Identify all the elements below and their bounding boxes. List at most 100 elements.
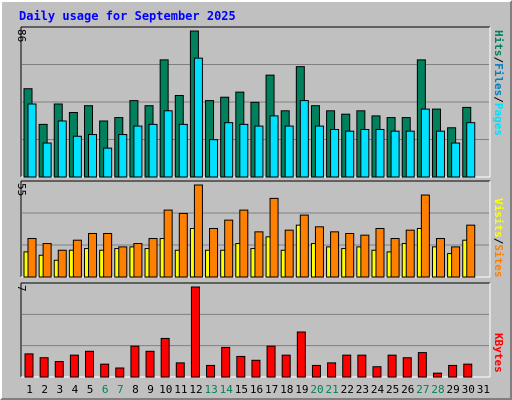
bar-sites-day-25 [390, 238, 400, 278]
bar-kbytes-day-10 [160, 337, 170, 378]
bar-kbytes-day-23 [357, 354, 367, 378]
bar-pages-day-10 [163, 110, 173, 178]
x-tick-label: 27 [416, 383, 429, 396]
bar-kbytes-day-26 [402, 357, 412, 378]
bar-kbytes-day-8 [130, 345, 140, 378]
bar-kbytes-day-3 [54, 361, 64, 378]
bar-kbytes-day-29 [448, 364, 458, 378]
bar-kbytes-day-17 [266, 345, 276, 378]
bar-kbytes-day-5 [85, 350, 95, 378]
x-tick-label: 7 [117, 383, 124, 396]
bar-kbytes-day-25 [387, 354, 397, 378]
x-tick-label: 10 [159, 383, 172, 396]
bar-sites-day-9 [148, 238, 158, 278]
legend-entry: Visits [492, 198, 505, 238]
bar-sites-day-30 [466, 224, 476, 278]
bar-sites-day-13 [209, 227, 219, 278]
chart-panels: 86 55 7 [15, 26, 491, 378]
legend-entry: KBytes [492, 333, 505, 373]
bar-pages-day-25 [390, 130, 400, 178]
bar-sites-day-16 [254, 231, 264, 278]
bar-sites-day-24 [375, 227, 385, 278]
x-tick-label: 2 [41, 383, 48, 396]
bar-pages-day-13 [209, 139, 219, 178]
x-tick-label: 5 [87, 383, 94, 396]
x-tick-label: 9 [147, 383, 154, 396]
bar-pages-day-2 [42, 142, 52, 178]
x-tick-label: 26 [401, 383, 414, 396]
bar-sites-day-11 [178, 212, 188, 278]
bar-sites-day-26 [405, 229, 415, 278]
bar-sites-day-1 [27, 238, 37, 278]
x-tick-label: 19 [295, 383, 308, 396]
legend-visits-sites: Visits/Sites [492, 198, 505, 278]
bar-kbytes-day-4 [69, 354, 79, 378]
bar-pages-day-15 [239, 123, 249, 178]
legend-entry: / [492, 238, 505, 245]
bar-pages-day-20 [314, 125, 324, 178]
bar-sites-day-7 [118, 246, 128, 278]
bar-sites-day-12 [193, 184, 203, 278]
x-tick-label: 22 [341, 383, 354, 396]
legend-entry: / [492, 57, 505, 64]
bar-pages-day-17 [269, 115, 279, 178]
x-tick-label: 16 [250, 383, 263, 396]
x-tick-label: 18 [280, 383, 293, 396]
bar-kbytes-day-11 [175, 362, 185, 378]
x-tick-label: 25 [386, 383, 399, 396]
x-tick-label: 6 [102, 383, 109, 396]
x-tick-label: 1 [26, 383, 33, 396]
bar-pages-day-9 [148, 123, 158, 178]
panel-max-label: 55 [15, 183, 28, 196]
legend-entry: / [492, 96, 505, 103]
bar-kbytes-day-22 [342, 354, 352, 378]
bar-kbytes-day-12 [190, 286, 200, 378]
legend-hits-files-pages: Hits/Files/Pages [492, 30, 505, 136]
bar-pages-day-1 [27, 103, 37, 178]
x-axis: 1 2 3 4 5 6 7 8 9 10 11 12 13 14 15 16 17 18 19 20 21 22 23 24 2… [26, 383, 490, 396]
x-tick-label: 8 [132, 383, 139, 396]
bar-sites-day-23 [360, 234, 370, 278]
bar-pages-day-11 [178, 123, 188, 178]
bar-pages-day-21 [330, 128, 340, 178]
panel-hits-files-pages: 86 [15, 26, 491, 178]
x-tick-label: 4 [72, 383, 79, 396]
bar-kbytes-day-9 [145, 350, 155, 378]
x-tick-label: 31 [477, 383, 490, 396]
bar-kbytes-day-13 [206, 364, 216, 378]
bar-kbytes-day-15 [236, 355, 246, 378]
bar-pages-day-18 [284, 125, 294, 178]
x-tick-label: 30 [462, 383, 475, 396]
bar-pages-day-8 [133, 125, 143, 178]
legend-entry: Pages [492, 103, 505, 136]
panel-visits-sites: 55 [15, 180, 491, 278]
bar-pages-day-23 [360, 128, 370, 178]
bar-pages-day-5 [88, 134, 98, 178]
bar-kbytes-day-21 [327, 362, 337, 378]
bar-kbytes-day-1 [24, 353, 34, 378]
bar-pages-day-29 [451, 142, 461, 178]
x-tick-label: 14 [220, 383, 234, 396]
bar-pages-day-24 [375, 128, 385, 178]
bar-pages-day-26 [405, 130, 415, 178]
bar-pages-day-7 [118, 134, 128, 178]
bar-kbytes-day-16 [251, 359, 261, 378]
x-tick-label: 12 [189, 383, 202, 396]
x-tick-label: 20 [310, 383, 323, 396]
bar-pages-day-27 [420, 108, 430, 178]
bar-kbytes-day-28 [432, 372, 442, 378]
bar-kbytes-day-24 [372, 366, 382, 378]
panel-kbytes: 7 [15, 282, 491, 378]
bar-sites-day-14 [224, 219, 234, 278]
bar-sites-day-5 [88, 233, 98, 278]
bar-sites-day-6 [103, 233, 113, 278]
bar-kbytes-day-14 [221, 346, 231, 378]
legend-entry: Sites [492, 244, 505, 277]
x-tick-label: 17 [265, 383, 278, 396]
bar-sites-day-27 [420, 194, 430, 278]
x-tick-label: 29 [447, 383, 460, 396]
x-tick-label: 11 [174, 383, 187, 396]
legend-kbytes: KBytes [492, 333, 505, 373]
x-tick-label: 23 [356, 383, 369, 396]
